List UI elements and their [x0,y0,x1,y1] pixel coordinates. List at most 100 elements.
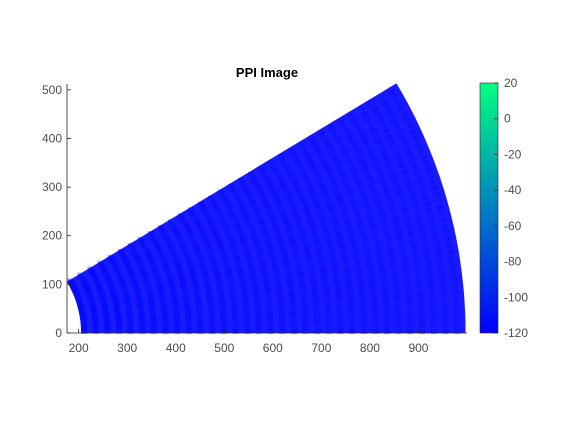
sector-cell [169,286,176,292]
sector-cell [158,252,165,258]
sector-cell [297,165,304,171]
sector-cell [452,295,459,301]
sector-cell [401,112,408,118]
sector-cell [302,315,309,321]
sector-cell [161,306,168,312]
sector-cell [235,197,242,203]
sector-cell [151,329,157,334]
sector-cell [275,172,281,178]
sector-cell [131,279,138,284]
sector-cell [118,250,125,256]
sector-cell [206,290,212,296]
sector-cell [345,277,352,283]
sector-cell [138,317,145,323]
sector-cell [140,241,147,247]
sector-cell [278,308,285,314]
sector-cell [100,296,107,302]
sector-cell [403,213,410,219]
sector-cell [351,169,358,175]
sector-cell [394,184,401,190]
sector-cell [219,305,226,311]
sector-cell [97,288,104,294]
sector-cell [405,293,412,299]
sector-cell [333,159,340,165]
sector-cell [232,252,239,258]
sector-cell [346,159,353,165]
sector-cell [221,221,228,227]
sector-cell [89,271,96,277]
sector-cell [320,266,327,272]
sector-cell [331,217,338,223]
sector-cell [393,222,400,228]
sector-cell [252,286,259,292]
sector-cell [194,289,200,295]
sector-cell [104,329,111,334]
sector-cell [267,246,274,252]
sector-cell [297,270,304,276]
sector-cell [122,290,129,296]
sector-cell [360,329,367,334]
sector-cell [192,283,199,289]
sector-cell [138,239,145,245]
sector-cell [430,310,437,316]
sector-cell [73,289,79,295]
sector-cell [301,302,308,307]
sector-cell [349,164,355,170]
sector-cell [134,255,141,261]
sector-cell [151,238,158,244]
sector-cell [330,212,337,218]
sector-cell [372,192,379,198]
sector-cell [244,325,251,331]
sector-cell [381,219,388,225]
sector-cell [79,276,86,282]
sector-cell [438,271,445,276]
sector-cell [260,194,267,200]
sector-cell [346,189,353,195]
sector-cell [244,321,251,327]
sector-cell [329,254,336,260]
sector-cell [221,196,228,202]
sector-cell [414,267,421,273]
sector-cell [115,319,122,325]
sector-cell [90,307,97,313]
sector-cell [227,276,233,282]
sector-cell [414,210,421,216]
sector-cell [357,185,364,191]
sector-cell [127,242,134,248]
sector-cell [311,140,317,146]
sector-cell [187,207,194,213]
sector-cell [411,198,418,204]
sector-cell [357,276,363,281]
sector-cell [360,133,366,139]
sector-cell [298,228,305,233]
sector-cell [290,206,297,212]
sector-cell [448,256,455,262]
sector-cell [351,244,358,250]
sector-cell [284,264,290,270]
sector-cell [205,287,212,293]
sector-cell [386,134,393,140]
sector-cell [242,245,249,251]
sector-cell [331,154,338,160]
sector-cell [255,313,262,319]
sector-cell [320,220,327,226]
sector-cell [81,329,88,334]
sector-cell [282,256,289,261]
sector-cell [325,314,332,320]
sector-cell [375,245,382,250]
sector-cell [358,286,365,292]
sector-cell [120,282,127,288]
sector-cell [198,259,205,265]
sector-cell [213,232,220,238]
sector-cell [312,296,319,302]
sector-cell [251,279,258,285]
sector-cell [348,234,355,240]
sector-cell [327,245,334,250]
sector-cell [308,188,315,194]
sector-cell [265,238,272,244]
sector-cell [376,203,383,209]
sector-cell [208,316,215,322]
sector-cell [100,298,107,304]
sector-cell [189,210,196,216]
sector-cell [77,304,84,310]
